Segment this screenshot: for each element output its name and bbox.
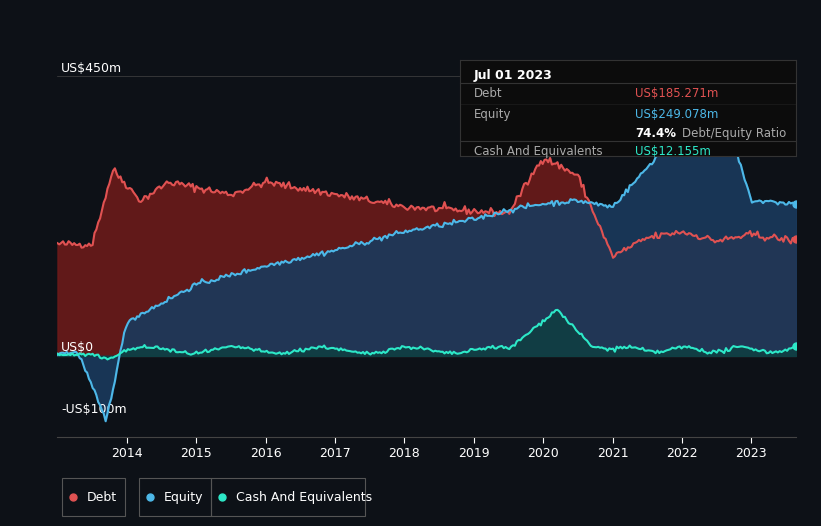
Text: US$12.155m: US$12.155m (635, 145, 711, 158)
Text: Jul 01 2023: Jul 01 2023 (474, 69, 553, 83)
Text: Equity: Equity (474, 108, 511, 121)
Text: 74.4%: 74.4% (635, 127, 676, 140)
Text: US$450m: US$450m (61, 62, 122, 75)
Text: US$249.078m: US$249.078m (635, 108, 718, 121)
Text: Debt: Debt (474, 87, 502, 100)
Text: US$0: US$0 (61, 341, 94, 354)
Text: Equity: Equity (163, 491, 203, 503)
Text: Debt: Debt (87, 491, 117, 503)
Text: US$185.271m: US$185.271m (635, 87, 718, 100)
Text: Cash And Equivalents: Cash And Equivalents (474, 145, 603, 158)
Text: Debt/Equity Ratio: Debt/Equity Ratio (682, 127, 787, 140)
Text: Cash And Equivalents: Cash And Equivalents (236, 491, 372, 503)
Text: -US$100m: -US$100m (61, 403, 126, 416)
